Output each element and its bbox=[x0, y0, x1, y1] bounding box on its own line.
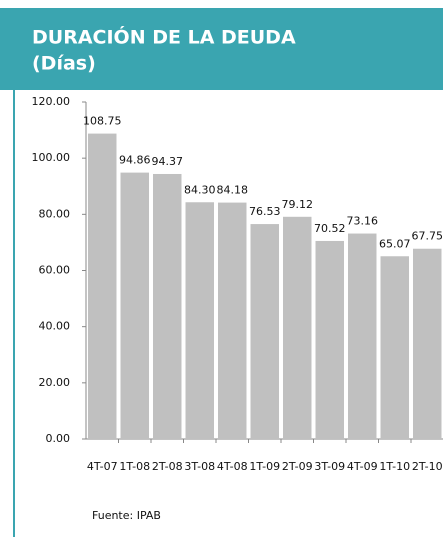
value-label: 84.30 bbox=[184, 183, 216, 196]
bar bbox=[153, 173, 182, 439]
bar bbox=[218, 202, 247, 439]
x-tick-label: 4T-09 bbox=[347, 460, 378, 473]
chart-subtitle: (Días) bbox=[32, 53, 96, 75]
value-label: 84.18 bbox=[217, 184, 249, 197]
bar bbox=[315, 240, 344, 439]
value-label: 94.37 bbox=[152, 155, 184, 168]
y-tick-label: 20.00 bbox=[39, 376, 71, 389]
x-tick-label: 4T-07 bbox=[87, 460, 118, 473]
value-label: 79.12 bbox=[282, 198, 314, 211]
header bbox=[0, 8, 443, 90]
bar bbox=[380, 256, 409, 439]
bar bbox=[185, 202, 214, 439]
value-label: 73.16 bbox=[347, 215, 379, 228]
x-tick-label: 1T-10 bbox=[379, 460, 410, 473]
y-tick-label: 40.00 bbox=[39, 320, 71, 333]
x-tick-label: 3T-09 bbox=[314, 460, 345, 473]
y-tick-label: 0.00 bbox=[46, 432, 71, 445]
value-label: 67.75 bbox=[412, 230, 443, 243]
left-border bbox=[13, 90, 15, 537]
value-label: 65.07 bbox=[379, 237, 411, 250]
y-tick-label: 60.00 bbox=[39, 264, 71, 277]
x-tick-label: 2T-10 bbox=[412, 460, 443, 473]
value-label: 70.52 bbox=[314, 222, 346, 235]
bar bbox=[283, 216, 312, 439]
x-tick-label: 3T-08 bbox=[184, 460, 215, 473]
bar bbox=[348, 233, 377, 439]
value-label: 94.86 bbox=[119, 154, 151, 167]
bar bbox=[120, 172, 149, 439]
x-tick-label: 1T-09 bbox=[249, 460, 280, 473]
x-tick-label: 4T-08 bbox=[217, 460, 248, 473]
bar bbox=[413, 248, 442, 439]
source: Fuente: IPAB bbox=[92, 509, 161, 522]
x-tick-label: 2T-08 bbox=[152, 460, 183, 473]
bar bbox=[88, 133, 117, 439]
value-label: 76.53 bbox=[249, 205, 281, 218]
chart-title: DURACIÓN DE LA DEUDA bbox=[32, 25, 296, 49]
y-tick-label: 80.00 bbox=[39, 207, 71, 220]
y-tick-label: 120.00 bbox=[32, 95, 71, 108]
bar bbox=[250, 224, 279, 439]
x-tick-label: 1T-08 bbox=[119, 460, 150, 473]
x-tick-label: 2T-09 bbox=[282, 460, 313, 473]
value-label: 108.75 bbox=[83, 115, 122, 128]
y-tick-label: 100.00 bbox=[32, 151, 71, 164]
